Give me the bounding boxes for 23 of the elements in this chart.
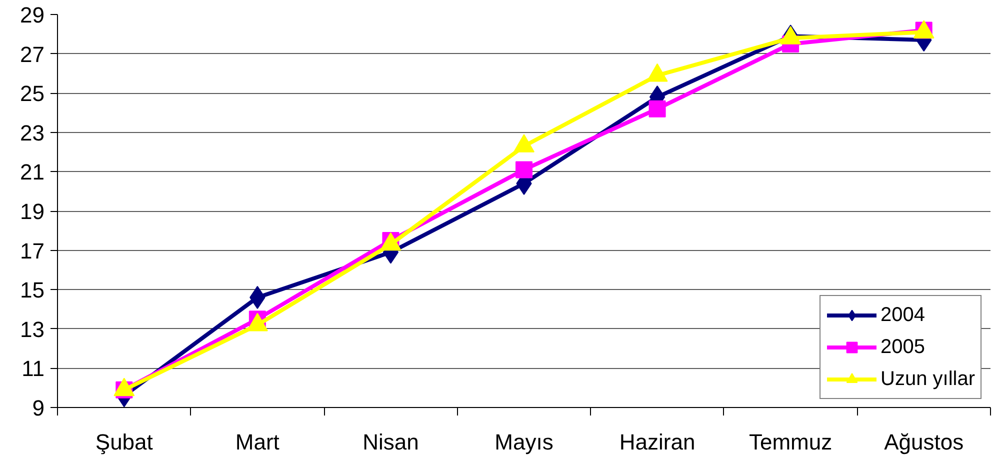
y-tick-label: 15 <box>20 278 45 303</box>
point <box>516 161 532 178</box>
legend-label: 2004 <box>880 304 926 326</box>
x-tick-label: Mart <box>235 430 280 454</box>
x-tick-label: Şubat <box>95 430 153 454</box>
y-tick-label: 13 <box>20 316 45 342</box>
x-tick-label: Temmuz <box>749 430 832 454</box>
y-tick-label: 11 <box>22 356 45 382</box>
x-tick-label: Mayıs <box>494 430 554 454</box>
point <box>648 100 666 118</box>
x-tick-label: Ağustos <box>884 430 964 454</box>
y-tick-label: 19 <box>20 199 45 224</box>
y-tick-label: 29 <box>20 2 45 28</box>
y-tick-label: 9 <box>32 396 45 420</box>
x-tick-label: Nisan <box>362 430 419 454</box>
legend-label: Uzun yıllar <box>880 368 975 390</box>
x-tick-label: Haziran <box>619 430 696 454</box>
y-tick-label: 23 <box>20 120 45 146</box>
legend-label: 2005 <box>880 336 926 358</box>
y-tick-label: 25 <box>20 81 45 106</box>
y-tick-label: 21 <box>20 160 45 185</box>
y-tick-label: 17 <box>20 238 45 264</box>
y-tick-label: 27 <box>20 42 45 67</box>
